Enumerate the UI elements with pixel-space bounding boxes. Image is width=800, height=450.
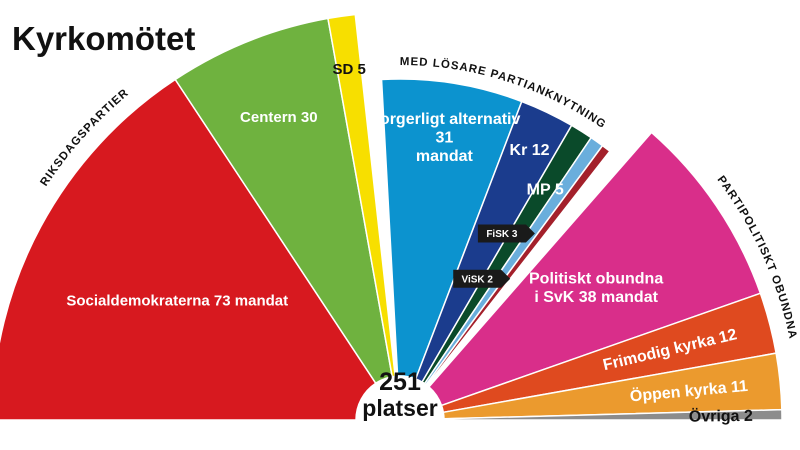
slice-label-fisk-3: FiSK 3 [486, 229, 518, 240]
slice-label-socialdemokraterna-73-mandat: Socialdemokraterna 73 mandat [66, 292, 288, 309]
total-seats-unit: platser [362, 395, 437, 421]
flag-tag-visk-2 [453, 269, 511, 288]
total-seats-value: 251 [379, 368, 421, 396]
chart-title: Kyrkomötet [12, 20, 195, 57]
slice-label-borgerligt-alternativ-31-mandat: Borgerligt alternativ 31 mandat [368, 111, 520, 165]
slice-label-mp-5: MP 5 [527, 182, 564, 199]
center-hole [356, 376, 444, 450]
slice-label-politiskt-obundna-i-svk-38-mandat: Politiskt obundna i SvK 38 mandat [529, 271, 663, 306]
slice-label-ovriga-2: Övriga 2 [689, 406, 753, 426]
slice-label-visk-2: ViSK 2 [461, 274, 493, 285]
slice-label-centern-30: Centern 30 [240, 109, 318, 126]
slice-label-kr-12: Kr 12 [510, 142, 550, 159]
slice-politiskt-obundna-i-svk-38-mandat [427, 131, 762, 407]
flag-tag-fisk-3 [477, 224, 535, 243]
slice-label-sd-5: SD 5 [332, 61, 365, 78]
